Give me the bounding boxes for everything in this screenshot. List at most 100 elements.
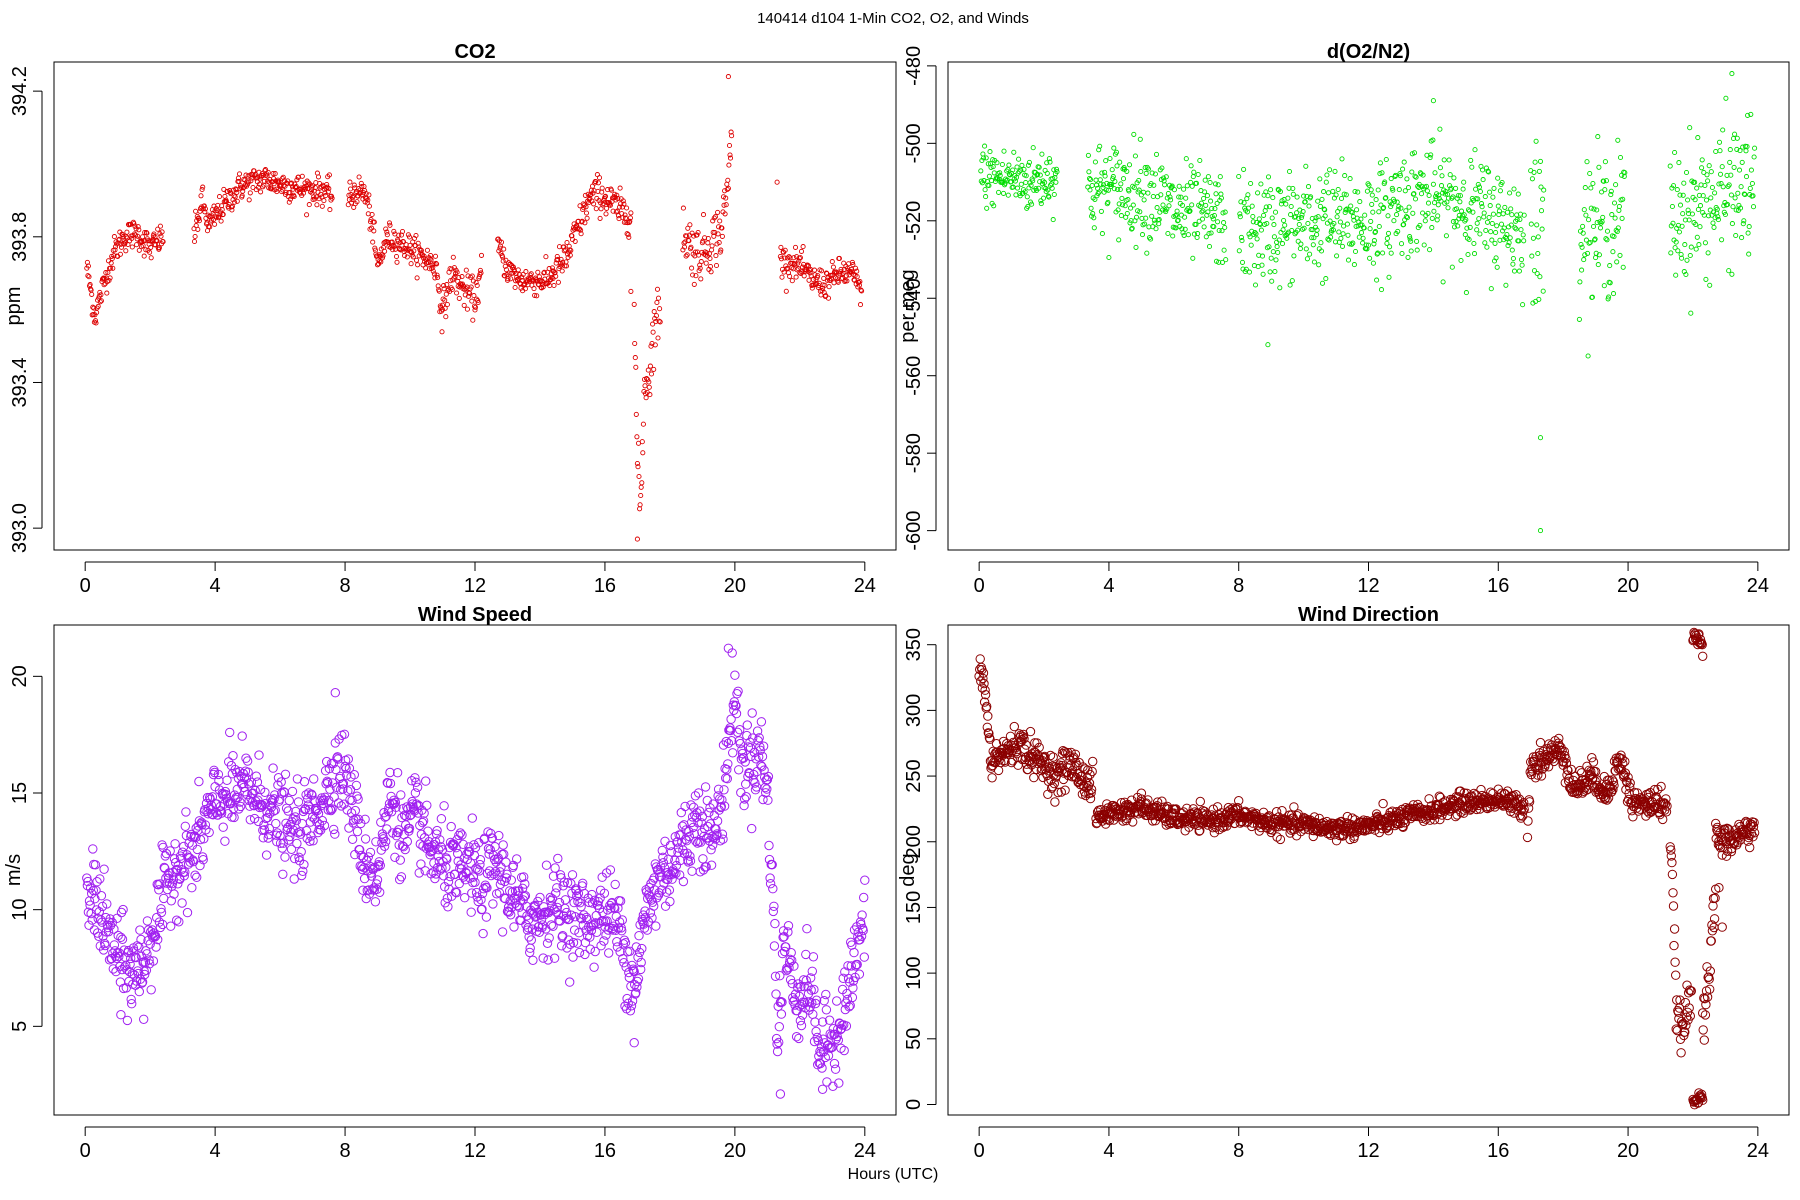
x-tick-label: 4 xyxy=(210,1140,221,1162)
data-point xyxy=(475,299,481,306)
data-point xyxy=(1301,225,1307,231)
data-point xyxy=(1484,244,1490,250)
data-point xyxy=(1375,187,1381,193)
data-point xyxy=(274,794,285,804)
y-tick-label: 20 xyxy=(9,665,31,687)
data-point xyxy=(1006,757,1017,768)
data-point xyxy=(1303,246,1309,252)
data-point xyxy=(1516,238,1522,244)
data-point xyxy=(219,207,225,213)
data-point xyxy=(1384,235,1390,241)
data-point xyxy=(241,753,251,763)
data-point xyxy=(680,205,686,211)
data-point xyxy=(1106,254,1112,261)
data-point xyxy=(735,738,745,749)
data-point xyxy=(982,722,992,732)
data-point xyxy=(182,907,193,918)
data-point xyxy=(308,836,318,846)
data-point xyxy=(1428,152,1434,158)
data-point xyxy=(1272,209,1279,215)
data-point xyxy=(1241,166,1247,172)
data-point xyxy=(82,880,93,891)
data-point xyxy=(109,924,119,934)
data-point xyxy=(1399,250,1405,257)
data-point xyxy=(1529,176,1535,182)
data-point xyxy=(640,421,646,427)
data-point xyxy=(579,218,585,224)
data-point xyxy=(439,801,449,811)
data-point xyxy=(1268,187,1274,193)
data-point xyxy=(379,841,390,851)
data-point xyxy=(629,1038,639,1048)
data-point xyxy=(326,805,336,816)
data-point xyxy=(1740,221,1746,227)
data-point xyxy=(1388,204,1394,210)
data-point xyxy=(1303,163,1309,169)
data-point xyxy=(201,825,211,835)
data-point xyxy=(1584,159,1590,165)
data-point xyxy=(804,997,815,1007)
data-point xyxy=(1269,215,1275,221)
data-point xyxy=(1291,253,1297,259)
data-point xyxy=(1275,249,1281,256)
data-point xyxy=(693,788,704,798)
data-point xyxy=(387,222,393,228)
data-point xyxy=(414,868,424,878)
data-point xyxy=(569,897,579,908)
data-point xyxy=(1703,276,1709,282)
data-point xyxy=(131,221,137,227)
data-point xyxy=(637,943,647,954)
data-point xyxy=(720,764,730,774)
data-point xyxy=(653,313,659,319)
data-point xyxy=(1463,217,1469,223)
data-point xyxy=(1479,204,1485,210)
data-point xyxy=(251,771,261,781)
data-point xyxy=(1000,190,1007,196)
data-point xyxy=(1587,239,1593,246)
plot-frame-co2 xyxy=(53,61,897,551)
data-point xyxy=(1335,186,1341,193)
data-point xyxy=(1532,159,1538,165)
data-point xyxy=(333,798,344,808)
data-point xyxy=(1198,200,1204,206)
data-point xyxy=(1722,211,1728,218)
data-point xyxy=(795,266,801,272)
data-point xyxy=(1053,787,1063,798)
data-point xyxy=(770,971,781,981)
data-point xyxy=(1168,197,1174,203)
data-point xyxy=(1141,197,1147,203)
data-point xyxy=(1750,193,1756,199)
data-point xyxy=(1492,240,1498,246)
data-point xyxy=(143,247,149,253)
data-point xyxy=(1749,180,1755,187)
data-point xyxy=(725,185,731,191)
data-point xyxy=(553,273,559,279)
data-point xyxy=(1052,174,1058,181)
data-point xyxy=(615,896,626,906)
data-point xyxy=(473,864,483,875)
data-point xyxy=(1726,268,1732,274)
data-point xyxy=(1582,185,1588,191)
data-point xyxy=(216,808,227,818)
data-point xyxy=(1482,240,1488,246)
data-point xyxy=(545,906,555,916)
data-point xyxy=(976,676,986,686)
x-tick-label: 8 xyxy=(1233,575,1244,597)
data-point xyxy=(1132,153,1138,159)
data-point xyxy=(844,1002,854,1012)
data-point xyxy=(1541,187,1547,193)
data-point xyxy=(1309,235,1315,241)
data-point xyxy=(555,279,561,285)
data-point xyxy=(1290,191,1296,197)
data-point xyxy=(627,996,638,1006)
data-point xyxy=(280,852,290,862)
data-point xyxy=(430,873,440,884)
data-point xyxy=(116,236,122,242)
data-point xyxy=(747,823,757,834)
data-point xyxy=(815,1058,826,1069)
data-point xyxy=(1395,206,1401,212)
data-point xyxy=(618,939,628,949)
data-point xyxy=(1388,176,1394,182)
data-point xyxy=(1610,249,1616,255)
data-point xyxy=(709,810,719,821)
